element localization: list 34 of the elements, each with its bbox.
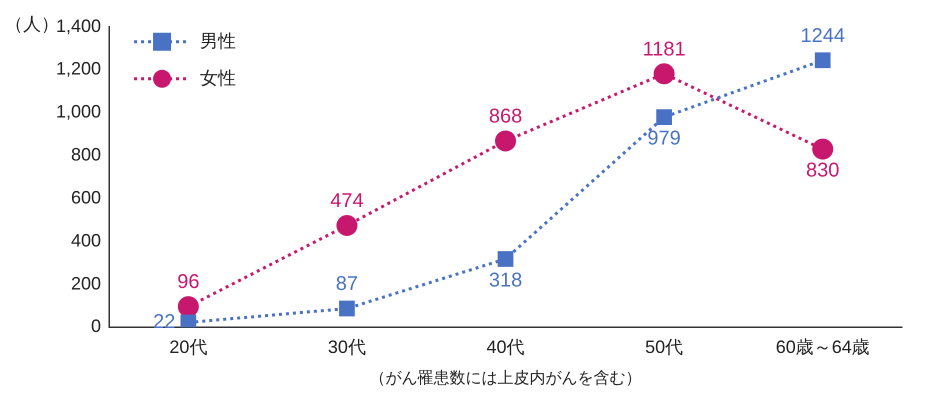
y-tick-label: 600 (70, 187, 102, 208)
y-tick-label: 200 (70, 273, 102, 294)
y-tick-label: 800 (70, 144, 102, 165)
data-label: 87 (336, 273, 358, 296)
point (495, 130, 516, 152)
y-tick-label: 400 (70, 230, 102, 250)
x-tick-label: 30代 (328, 336, 366, 357)
point (498, 251, 514, 267)
data-label: 1181 (642, 38, 686, 60)
point (656, 109, 672, 125)
data-label: 979 (647, 128, 681, 150)
data-label: 96 (177, 271, 200, 294)
y-tick-label: 1,000 (56, 102, 102, 122)
point (654, 63, 675, 84)
legend-label: 男性 (200, 30, 236, 51)
x-axis-title: （がん罹患数には上皮内がんを含む） (370, 368, 642, 387)
point (814, 52, 831, 68)
point (812, 138, 834, 160)
point (339, 300, 355, 316)
y-tick-label: 0 (91, 316, 102, 336)
point (336, 214, 358, 236)
data-label: 830 (806, 160, 840, 182)
data-label: 474 (330, 190, 364, 212)
y-tick-label: 1,400 (56, 16, 102, 36)
point (180, 314, 196, 328)
data-label: 1244 (800, 24, 845, 47)
data-label: 868 (488, 105, 522, 128)
data-label: 318 (488, 269, 522, 292)
x-tick-label: 20代 (169, 336, 208, 357)
y-tick-label: 1,200 (56, 58, 102, 79)
x-tick-label: 50代 (645, 336, 684, 357)
x-tick-label: 60歳～64歳 (776, 336, 870, 357)
legend-label: 女性 (200, 68, 236, 88)
x-tick-label: 40代 (486, 336, 525, 357)
